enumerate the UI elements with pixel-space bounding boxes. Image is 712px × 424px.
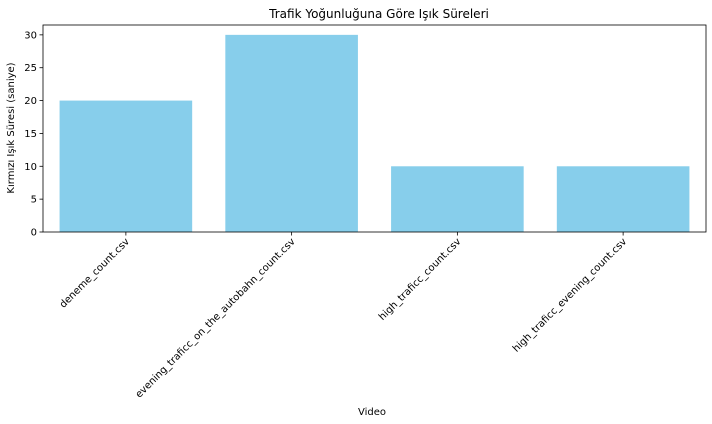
y-tick-label: 0	[31, 228, 37, 239]
y-tick-label: 30	[24, 30, 37, 41]
x-tick-label: high_traficc_evening_count.csv	[511, 236, 629, 354]
y-tick-label: 20	[24, 96, 37, 107]
x-tick-label: high_traficc_count.csv	[377, 236, 464, 323]
bar-4	[556, 166, 690, 232]
y-tick-label: 10	[24, 162, 37, 173]
bar-2	[225, 34, 358, 232]
chart-title: Trafik Yoğunluğuna Göre Işık Süreleri	[268, 7, 489, 21]
bars-group	[59, 34, 690, 232]
x-axis-label: Video	[358, 407, 386, 418]
plot-frame	[42, 24, 707, 233]
y-tick-label: 15	[24, 129, 37, 140]
y-axis-label: Kırmızı Işık Süresi (saniye)	[6, 62, 17, 193]
y-tick-label: 5	[31, 195, 37, 206]
x-tick-label: deneme_count.csv	[58, 236, 132, 310]
bar-1	[59, 100, 193, 232]
x-tick-label: evening_traficc_on_the_autobahn_count.cs…	[134, 236, 298, 400]
bar-3	[391, 166, 524, 232]
y-tick-label: 25	[24, 63, 37, 74]
x-axis-ticks: deneme_count.csv evening_traficc_on_the_a…	[58, 232, 629, 400]
y-axis-ticks: 0 5 10 15 20 25 30	[24, 30, 43, 239]
